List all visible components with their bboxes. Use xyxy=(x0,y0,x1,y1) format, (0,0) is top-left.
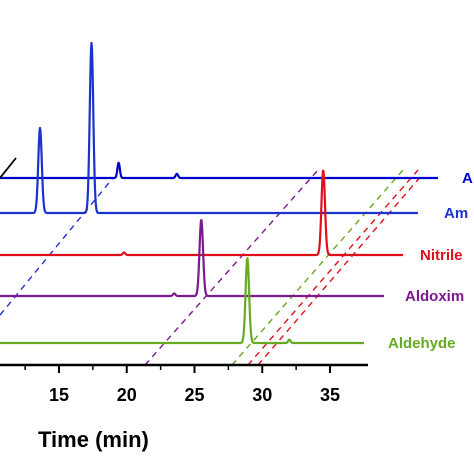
series-label: Nitrile xyxy=(420,247,463,264)
series-label: A xyxy=(462,170,473,187)
guide-line xyxy=(0,177,114,316)
guide-line xyxy=(257,174,423,366)
dashed-guide-lines xyxy=(0,169,423,366)
trace-a xyxy=(0,161,439,180)
trace-aldehyde xyxy=(0,257,365,345)
trace-aldoxim xyxy=(0,219,385,298)
series-label: Aldehyde xyxy=(388,335,456,352)
guide-line xyxy=(144,169,319,366)
x-tick-label: 35 xyxy=(320,385,340,405)
chromatogram-traces xyxy=(0,41,439,345)
x-axis: 15 20 25 30 35 xyxy=(0,363,368,405)
guide-line xyxy=(231,169,404,366)
x-tick-label: 25 xyxy=(184,385,204,405)
x-tick-label: 30 xyxy=(252,385,272,405)
x-tick-label: 20 xyxy=(117,385,137,405)
trace-am xyxy=(0,41,419,215)
series-label: Aldoxim xyxy=(405,288,464,305)
trace-nitrile xyxy=(0,169,404,257)
series-labels: A Am Nitrile Aldoxim Aldehyde xyxy=(388,170,473,352)
x-axis-title: Time (min) xyxy=(38,427,149,452)
x-tick-label: 15 xyxy=(49,385,69,405)
offset-indicator-line xyxy=(0,157,17,179)
series-label: Am xyxy=(444,205,468,222)
